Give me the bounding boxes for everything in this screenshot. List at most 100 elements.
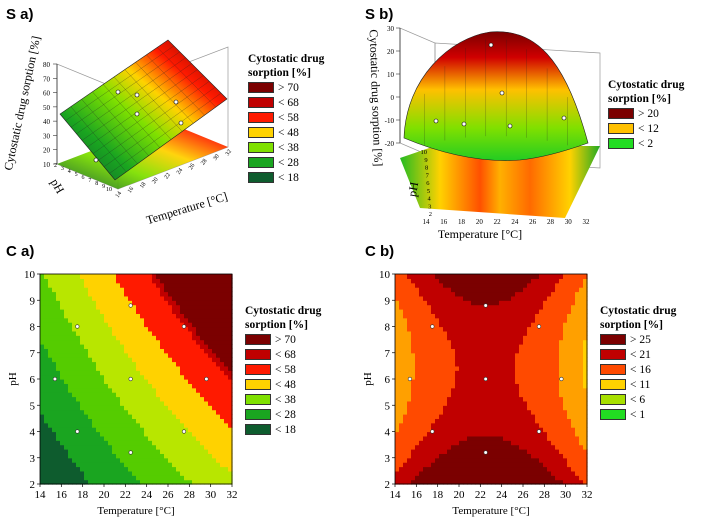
x-tick-label: 28 <box>547 218 555 226</box>
legend-label: < 48 <box>278 126 299 139</box>
x-axis-label: Temperature [°C] <box>97 505 174 517</box>
y-tick-label: 9 <box>424 157 427 164</box>
x-tick-label: 30 <box>205 489 217 501</box>
panel-label-ca: C a) <box>6 243 35 260</box>
design-point <box>433 118 439 124</box>
design-point <box>536 429 542 434</box>
y-tick-label: 7 <box>385 348 391 360</box>
legend-swatch <box>600 349 626 360</box>
legend-item: < 58 <box>245 362 355 377</box>
design-point <box>75 324 80 329</box>
design-point <box>536 324 542 329</box>
y-tick-label: 8 <box>385 322 391 334</box>
legend-label: < 2 <box>638 137 654 150</box>
y-tick-label: 2 <box>54 163 57 169</box>
z-tick-label: 10 <box>43 161 51 169</box>
legend-swatch <box>600 364 626 375</box>
design-point <box>430 324 435 329</box>
legend-swatch <box>608 138 634 149</box>
legend-swatch <box>600 394 626 405</box>
x-tick-label: 22 <box>494 218 502 226</box>
legend-item: < 2 <box>608 136 708 151</box>
z-tick-label: 70 <box>43 75 51 83</box>
y-tick-label: 7 <box>88 178 91 184</box>
contour-fill <box>40 274 233 485</box>
legend-title: Cytostatic drug sorption [%] <box>245 305 322 331</box>
design-point <box>181 429 187 434</box>
zlabel-sa: Cytostatic drug sorption [%] <box>1 35 43 172</box>
y-tick-label: 8 <box>425 165 428 172</box>
panel-label-cb: C b) <box>365 243 395 260</box>
design-point <box>173 99 179 105</box>
legend-swatch <box>248 157 274 168</box>
y-tick-label: 3 <box>428 203 431 210</box>
legend-swatch <box>248 97 274 108</box>
y-tick-label: 7 <box>426 172 430 179</box>
x-tick-label: 16 <box>440 218 448 226</box>
z-tick-label: 20 <box>43 147 51 155</box>
y-tick-label: 4 <box>385 427 391 439</box>
design-point <box>507 123 513 129</box>
legend-label: > 25 <box>630 333 651 346</box>
legend-label: < 58 <box>278 111 299 124</box>
y-tick-label: 9 <box>102 184 105 190</box>
x-tick-label: 20 <box>151 177 159 185</box>
legend-label: < 38 <box>278 141 299 154</box>
design-point <box>134 111 140 117</box>
y-axis-label: pH <box>362 372 374 386</box>
design-point <box>93 157 99 163</box>
legend-label: < 16 <box>630 363 651 376</box>
design-point <box>52 376 58 382</box>
legend-swatch <box>245 409 271 420</box>
legend-swatch <box>245 394 271 405</box>
legend-item: < 28 <box>245 407 355 422</box>
legend-swatch <box>600 379 626 390</box>
x-tick-label: 24 <box>511 218 519 226</box>
contour-fill <box>395 274 588 485</box>
design-point <box>488 42 494 48</box>
y-tick-label: 2 <box>385 479 391 491</box>
x-tick-label: 14 <box>35 489 47 501</box>
legend-label: < 18 <box>278 171 299 184</box>
z-tick-label: 40 <box>43 118 51 126</box>
x-tick-label: 28 <box>184 489 196 501</box>
x-tick-label: 32 <box>225 149 233 157</box>
legend-title: Cytostatic drug sorption [%] <box>248 53 325 79</box>
legend-label: < 12 <box>638 122 659 135</box>
x-tick-label: 24 <box>141 489 153 501</box>
x-tick-label: 16 <box>127 186 135 194</box>
x-tick-label: 26 <box>188 163 196 171</box>
y-tick-label: 5 <box>75 172 78 178</box>
legend-label: > 70 <box>278 81 299 94</box>
x-tick-label: 26 <box>518 489 530 501</box>
design-point <box>134 92 140 98</box>
y-tick-label: 4 <box>30 427 36 439</box>
ylabel-sa: pH <box>48 176 68 196</box>
xlabel-sa: Temperature [°C] <box>144 189 229 227</box>
legend-sa: Cytostatic drug sorption [%] > 70 < 68 < 5… <box>248 52 358 185</box>
design-point <box>75 429 80 434</box>
legend-ca: Cytostatic drug sorption [%] > 70 < 68 < 5… <box>245 304 355 437</box>
z-tick-label: -10 <box>385 117 395 125</box>
design-point <box>499 90 505 96</box>
design-point <box>561 115 567 121</box>
design-point <box>461 121 467 127</box>
legend-item: < 1 <box>600 407 705 422</box>
contour-plot-cb: 14 16 18 20 22 24 26 28 30 32 2 3 4 5 6 7 8 9 10 Temperatur… <box>362 269 593 517</box>
y-tick-label: 3 <box>61 166 64 172</box>
legend-item: > 70 <box>248 80 358 95</box>
z-tick-label: 20 <box>387 48 395 56</box>
y-tick-label: 5 <box>30 400 36 412</box>
legend-item: < 11 <box>600 377 705 392</box>
legend-swatch <box>600 334 626 345</box>
legend-swatch <box>248 112 274 123</box>
surface-plot-sb: 30 20 10 0 -10 -20 14 16 18 20 22 24 26 28 30 32 23456… <box>367 25 601 241</box>
x-tick-label: 28 <box>200 158 208 166</box>
z-tick-label: 50 <box>43 104 51 112</box>
legend-label: < 68 <box>275 348 296 361</box>
legend-label: < 48 <box>275 378 296 391</box>
x-tick-label: 30 <box>213 153 221 161</box>
legend-item: < 18 <box>248 170 358 185</box>
legend-swatch <box>248 82 274 93</box>
y-tick-label: 4 <box>68 169 71 175</box>
